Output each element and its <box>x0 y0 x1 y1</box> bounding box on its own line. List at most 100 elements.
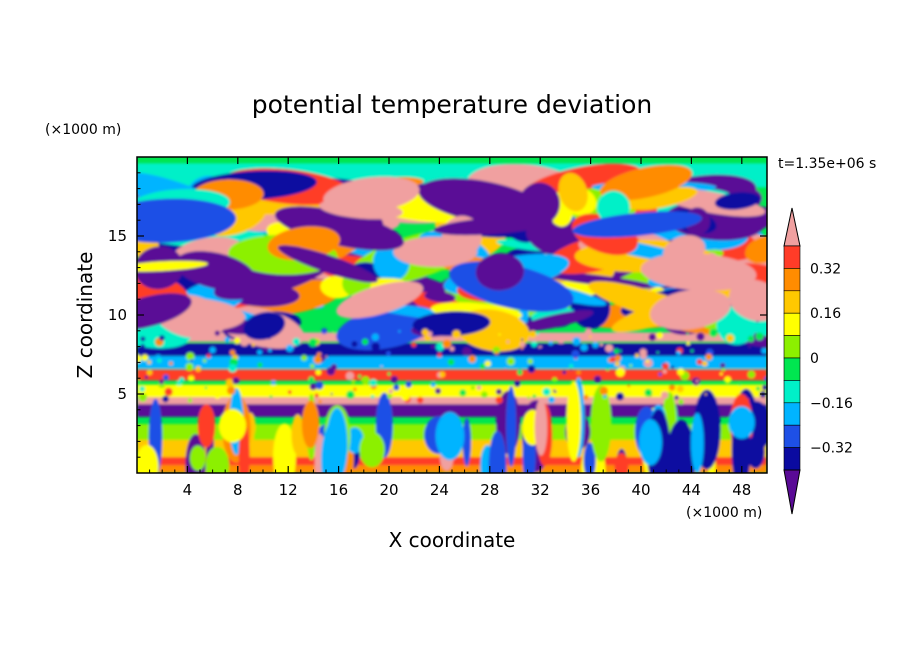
contour-speck <box>492 346 501 355</box>
contour-speck <box>635 353 640 358</box>
contour-speck <box>580 343 588 352</box>
contour-speck <box>435 343 445 352</box>
contour-speck <box>147 360 152 365</box>
contour-band <box>137 396 767 405</box>
contour-speck <box>353 387 357 392</box>
contour-blob <box>137 260 208 272</box>
contour-band <box>137 369 767 381</box>
contour-speck <box>608 351 615 358</box>
colorbar-swatch <box>783 290 801 314</box>
contour-speck <box>495 388 502 395</box>
colorbar-tick-label: −0.32 <box>810 441 853 457</box>
contour-speck <box>176 380 182 386</box>
contour-speck <box>140 344 145 349</box>
contour-blob <box>424 291 456 303</box>
contour-speck <box>238 350 243 355</box>
contour-blob <box>714 192 761 210</box>
contour-blob <box>517 310 594 332</box>
contour-speck <box>251 343 255 347</box>
contour-blob <box>412 311 491 337</box>
contour-speck <box>449 346 455 352</box>
contour-speck <box>565 374 570 379</box>
contour-speck <box>484 360 491 367</box>
contour-speck <box>345 371 355 381</box>
contour-speck <box>603 394 607 399</box>
contour-speck <box>531 341 538 348</box>
contour-speck <box>748 345 751 348</box>
contour-speck <box>468 355 476 363</box>
y-tick-label: 5 <box>117 385 127 403</box>
contour-speck <box>621 356 630 366</box>
colorbar-swatch <box>783 424 801 448</box>
contour-speck <box>234 337 241 344</box>
contour-speck <box>592 341 599 349</box>
contour-plume <box>137 444 159 473</box>
contour-speck <box>610 356 616 363</box>
contour-speck <box>226 386 236 395</box>
contour-speck <box>527 365 536 373</box>
contour-speck <box>390 375 398 384</box>
contour-speck <box>209 346 216 354</box>
x-tick-label: 8 <box>233 481 243 499</box>
contour-speck <box>656 351 659 354</box>
contour-speck <box>646 398 651 403</box>
contour-speck <box>387 372 391 376</box>
contour-blob <box>243 311 286 341</box>
contour-speck <box>188 375 195 382</box>
contour-speck <box>554 387 559 392</box>
contour-speck <box>726 334 735 343</box>
contour-speck <box>156 358 162 364</box>
contour-speck <box>721 367 726 372</box>
contour-speck <box>141 354 149 361</box>
contour-speck <box>269 395 273 398</box>
contour-blob <box>558 172 588 212</box>
contour-speck <box>584 328 593 337</box>
colorbar-tick-label: 0 <box>810 351 819 367</box>
contour-speck <box>599 386 609 396</box>
contour-speck <box>704 393 707 396</box>
contour-speck <box>361 338 369 345</box>
contour-speck <box>346 390 355 400</box>
contour-speck <box>495 351 499 355</box>
x-tick-label: 40 <box>631 481 650 499</box>
contour-plume <box>534 398 548 456</box>
contour-speck <box>528 330 537 339</box>
contour-blob <box>137 198 237 243</box>
contour-speck <box>548 396 555 404</box>
contour-speck <box>599 342 604 347</box>
contour-speck <box>503 369 507 373</box>
contour-plume <box>506 385 517 467</box>
contour-band <box>137 332 767 342</box>
contour-blob <box>641 253 757 291</box>
contour-plume <box>566 380 582 462</box>
contour-speck <box>648 333 657 341</box>
x-tick-label: 20 <box>379 481 398 499</box>
contour-plume <box>218 409 247 443</box>
contour-speck <box>162 374 169 381</box>
contour-blob <box>650 289 731 331</box>
contour-speck <box>310 364 315 369</box>
contour-speck <box>462 347 472 357</box>
x-tick-label: 48 <box>732 481 751 499</box>
contour-speck <box>644 388 653 397</box>
contour-speck <box>527 358 533 365</box>
contour-speck <box>686 332 689 335</box>
contour-speck <box>556 335 566 344</box>
contour-speck <box>206 354 211 359</box>
x-axis-unit: (×1000 m) <box>686 505 762 521</box>
contour-speck <box>614 361 620 367</box>
contour-blob <box>745 235 767 264</box>
contour-speck <box>724 333 727 336</box>
contour-speck <box>562 370 567 375</box>
contour-speck <box>308 376 315 383</box>
contour-speck <box>593 375 602 383</box>
contour-speck <box>738 383 741 386</box>
contour-plume <box>488 430 507 473</box>
contour-speck <box>315 369 322 376</box>
contour-plume <box>197 404 216 448</box>
contour-speck <box>519 341 526 348</box>
contour-speck <box>656 331 663 339</box>
contour-speck <box>330 392 333 395</box>
contour-speck <box>268 348 272 353</box>
contour-speck <box>442 339 452 349</box>
